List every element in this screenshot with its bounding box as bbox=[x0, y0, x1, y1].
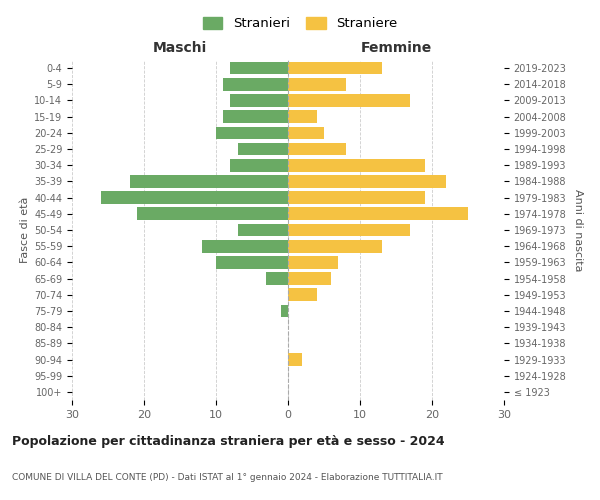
Text: Maschi: Maschi bbox=[153, 41, 207, 55]
Bar bbox=[288, 288, 317, 301]
Bar bbox=[288, 126, 324, 139]
Bar bbox=[288, 78, 346, 90]
Text: Popolazione per cittadinanza straniera per età e sesso - 2024: Popolazione per cittadinanza straniera p… bbox=[12, 435, 445, 448]
Bar bbox=[288, 110, 317, 123]
Bar bbox=[238, 224, 288, 236]
Bar bbox=[101, 192, 288, 204]
Bar bbox=[238, 142, 288, 156]
Bar bbox=[288, 353, 302, 366]
Bar bbox=[281, 304, 288, 318]
Bar bbox=[266, 272, 288, 285]
Bar bbox=[288, 208, 468, 220]
Text: Femmine: Femmine bbox=[361, 41, 431, 55]
Bar bbox=[230, 94, 288, 107]
Bar bbox=[216, 126, 288, 139]
Bar bbox=[288, 224, 410, 236]
Bar bbox=[288, 142, 346, 156]
Bar bbox=[288, 256, 338, 268]
Bar bbox=[223, 110, 288, 123]
Bar bbox=[230, 159, 288, 172]
Bar bbox=[223, 78, 288, 90]
Bar bbox=[288, 159, 425, 172]
Bar bbox=[137, 208, 288, 220]
Bar bbox=[288, 192, 425, 204]
Bar bbox=[202, 240, 288, 252]
Text: COMUNE DI VILLA DEL CONTE (PD) - Dati ISTAT al 1° gennaio 2024 - Elaborazione TU: COMUNE DI VILLA DEL CONTE (PD) - Dati IS… bbox=[12, 472, 443, 482]
Bar bbox=[288, 175, 446, 188]
Y-axis label: Fasce di età: Fasce di età bbox=[20, 197, 30, 263]
Y-axis label: Anni di nascita: Anni di nascita bbox=[573, 188, 583, 271]
Bar bbox=[288, 94, 410, 107]
Bar bbox=[288, 240, 382, 252]
Bar bbox=[130, 175, 288, 188]
Bar bbox=[230, 62, 288, 74]
Bar bbox=[216, 256, 288, 268]
Bar bbox=[288, 272, 331, 285]
Bar bbox=[288, 62, 382, 74]
Legend: Stranieri, Straniere: Stranieri, Straniere bbox=[197, 12, 403, 36]
